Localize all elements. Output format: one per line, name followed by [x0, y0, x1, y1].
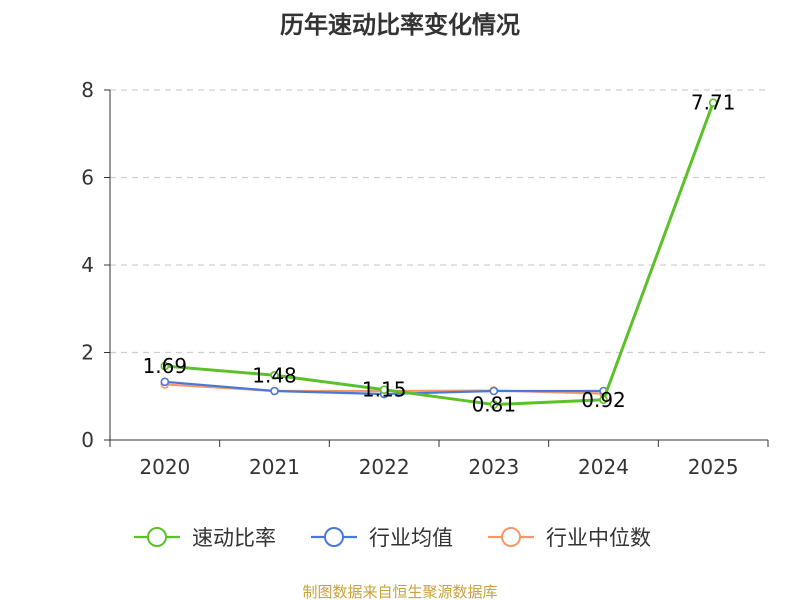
data-point [489, 400, 499, 409]
legend-label: 速动比率 [192, 526, 276, 550]
data-point [270, 386, 279, 396]
x-tick-label: 2023 [468, 455, 519, 479]
legend-label: 行业中位数 [546, 526, 651, 550]
legend[interactable]: 速动比率 行业均值 行业中位数 [134, 526, 651, 550]
y-tick-label: 0 [81, 428, 94, 452]
data-point [160, 377, 170, 387]
x-tick-label: 2020 [139, 455, 190, 479]
chart-title: 历年速动比率变化情况 [280, 11, 520, 39]
data-label: 1.15 [362, 378, 407, 402]
x-tick-label: 2022 [359, 455, 410, 479]
y-tick-label: 8 [81, 78, 94, 102]
data-label: 7.71 [691, 91, 736, 115]
x-tick-label: 2024 [578, 455, 629, 479]
data-point [599, 395, 608, 405]
data-label: 1.48 [252, 363, 297, 387]
legend-label: 行业均值 [369, 526, 453, 550]
x-tick-label: 2021 [249, 455, 300, 479]
y-tick-label: 6 [81, 166, 94, 190]
y-tick-label: 4 [81, 253, 94, 277]
data-point [160, 361, 170, 371]
series-line [164, 102, 715, 407]
legend-marker [501, 527, 521, 547]
source-note: 制图数据来自恒生聚源数据库 [302, 583, 497, 600]
data-labels: 1.69 1.48 1.15 0.81 0.92 7.71 [143, 91, 736, 417]
data-point [379, 385, 389, 394]
data-label: 1.69 [143, 354, 188, 378]
data-point [708, 98, 718, 107]
y-tick-label: 2 [81, 341, 94, 365]
data-label: 0.81 [472, 393, 517, 417]
data-label: 0.92 [581, 388, 626, 412]
legend-marker [324, 527, 344, 547]
data-point [489, 386, 499, 396]
x-tick-label: 2025 [688, 455, 739, 479]
legend-marker [147, 527, 167, 547]
series-group [160, 98, 718, 409]
axes: 0 2 4 6 8 2020 2021 2022 2023 2024 2025 [81, 78, 769, 479]
data-point [270, 370, 279, 380]
